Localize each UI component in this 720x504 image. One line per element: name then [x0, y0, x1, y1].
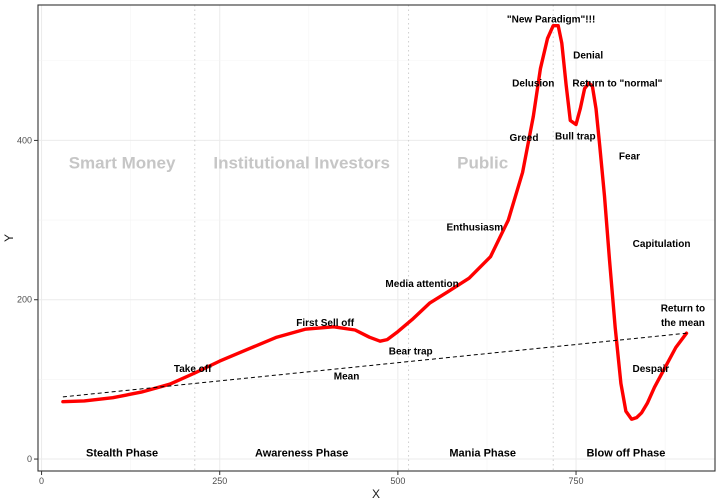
x-tick-label: 750	[569, 476, 584, 486]
actor-label: Public	[457, 154, 508, 173]
annotation-label: Bull trap	[555, 132, 596, 143]
actor-label: Institutional Investors	[213, 154, 390, 173]
x-axis-title: X	[372, 487, 380, 501]
x-tick-label: 250	[212, 476, 227, 486]
annotation-label: Return to	[661, 304, 705, 315]
axes: 0 250 500 750 0 200 400	[17, 135, 584, 486]
y-tick-label: 200	[17, 295, 32, 305]
phase-label: Stealth Phase	[86, 448, 158, 460]
annotation-label: Bear trap	[389, 347, 433, 358]
actor-labels: Smart Money Institutional Investors Public	[69, 154, 508, 173]
phase-label: Blow off Phase	[586, 448, 665, 460]
annotation-label: the mean	[661, 318, 705, 329]
y-tick-label: 400	[17, 135, 32, 145]
annotation-label: Delusion	[512, 78, 554, 89]
phase-labels: Stealth Phase Awareness Phase Mania Phase B…	[86, 448, 665, 460]
annotation-label: Despair	[633, 364, 670, 375]
annotation-label: First Sell off	[296, 318, 354, 329]
grid	[38, 5, 715, 471]
annotation-label: Capitulation	[633, 239, 691, 250]
phase-label: Awareness Phase	[255, 448, 348, 460]
plot-panel-border	[38, 5, 715, 471]
annotation-label: Enthusiasm	[446, 222, 503, 233]
annotation-label: Media attention	[385, 279, 458, 290]
y-axis-title: Y	[2, 234, 16, 242]
annotation-label: Fear	[619, 152, 640, 163]
annotation-label: Mean	[334, 371, 360, 382]
annotation-label: Denial	[573, 50, 603, 61]
y-tick-label: 0	[27, 454, 32, 464]
phase-label: Mania Phase	[449, 448, 516, 460]
x-tick-label: 0	[39, 476, 44, 486]
annotation-label: Return to "normal"	[572, 78, 662, 89]
mean-line	[63, 333, 687, 397]
x-tick-label: 500	[390, 476, 405, 486]
annotation-label: "New Paradigm"!!!	[507, 15, 595, 26]
annotation-label: Take off	[174, 364, 212, 375]
annotations: "New Paradigm"!!! Denial Delusion Return to…	[174, 15, 705, 383]
actor-label: Smart Money	[69, 154, 176, 173]
annotation-label: Greed	[510, 133, 539, 144]
